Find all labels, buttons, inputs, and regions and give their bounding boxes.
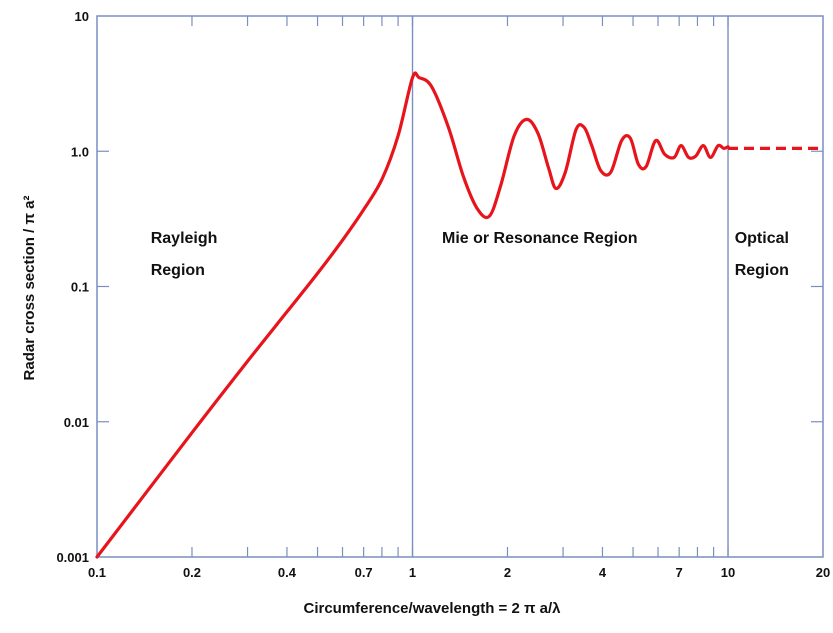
- x-tick-label: 0.1: [88, 565, 106, 580]
- y-tick-labels: 0.001 0.01 0.1 1.0 10: [56, 9, 89, 565]
- plot-border: [96, 15, 824, 558]
- region-label-line: Optical: [735, 230, 789, 247]
- x-tick-label: 0.2: [183, 565, 201, 580]
- x-tick-label: 4: [599, 565, 607, 580]
- y-tick-label: 1.0: [71, 144, 89, 159]
- x-tick-label: 0.4: [278, 565, 297, 580]
- x-tick-label: 10: [721, 565, 735, 580]
- y-axis-title: Radar cross section / π a²: [21, 196, 38, 381]
- x-tick-labels: 0.1 0.2 0.4 0.7 1 2 4 7 10 20: [88, 565, 830, 580]
- region-label: Optical Region: [735, 230, 789, 279]
- x-tick-label: 7: [676, 565, 683, 580]
- rcs-curves: [95, 71, 823, 559]
- x-axis-ticks: [191, 16, 729, 557]
- region-label-line: Mie or Resonance Region: [442, 230, 638, 247]
- rcs-curve: [95, 71, 730, 559]
- x-tick-label: 1: [409, 565, 416, 580]
- y-tick-label: 0.01: [64, 415, 89, 430]
- region-label-line: Region: [735, 262, 789, 279]
- x-tick-label: 2: [504, 565, 511, 580]
- region-label-line: Region: [151, 262, 205, 279]
- plot-frame: [96, 15, 824, 558]
- region-label: Mie or Resonance Region: [442, 230, 638, 247]
- region-labels: Rayleigh Region Mie or Resonance Region Opt…: [151, 230, 789, 279]
- x-axis-title: Circumference/wavelength = 2 π a/λ: [303, 600, 561, 617]
- y-tick-label: 10: [75, 9, 89, 24]
- x-tick-label: 20: [816, 565, 830, 580]
- region-label-line: Rayleigh: [151, 230, 218, 247]
- y-tick-label: 0.001: [56, 550, 89, 565]
- x-tick-label: 0.7: [355, 565, 373, 580]
- y-tick-label: 0.1: [71, 280, 89, 295]
- y-axis-ticks: [97, 150, 823, 423]
- region-boundary-lines: [411, 16, 729, 557]
- region-label: Rayleigh Region: [151, 230, 218, 279]
